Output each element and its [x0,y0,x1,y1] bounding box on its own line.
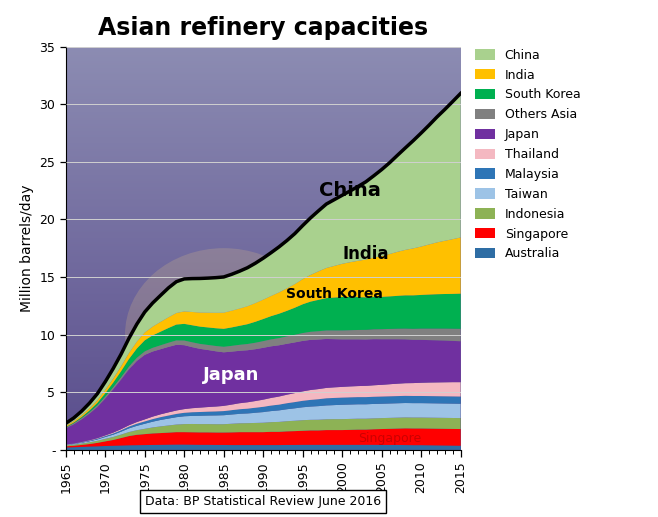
Ellipse shape [125,248,322,421]
Text: South Korea: South Korea [286,287,383,301]
Text: Singapore: Singapore [358,432,421,445]
Legend: China, India, South Korea, Others Asia, Japan, Thailand, Malaysia, Taiwan, Indon: China, India, South Korea, Others Asia, … [474,49,580,261]
Text: India: India [343,245,389,263]
Text: Japan: Japan [203,366,260,384]
Title: Asian refinery capacities: Asian refinery capacities [98,17,428,40]
Text: China: China [319,181,381,200]
Ellipse shape [145,300,382,415]
Text: Data: BP Statistical Review June 2016: Data: BP Statistical Review June 2016 [145,495,381,508]
Y-axis label: Million barrels/day: Million barrels/day [20,185,34,312]
